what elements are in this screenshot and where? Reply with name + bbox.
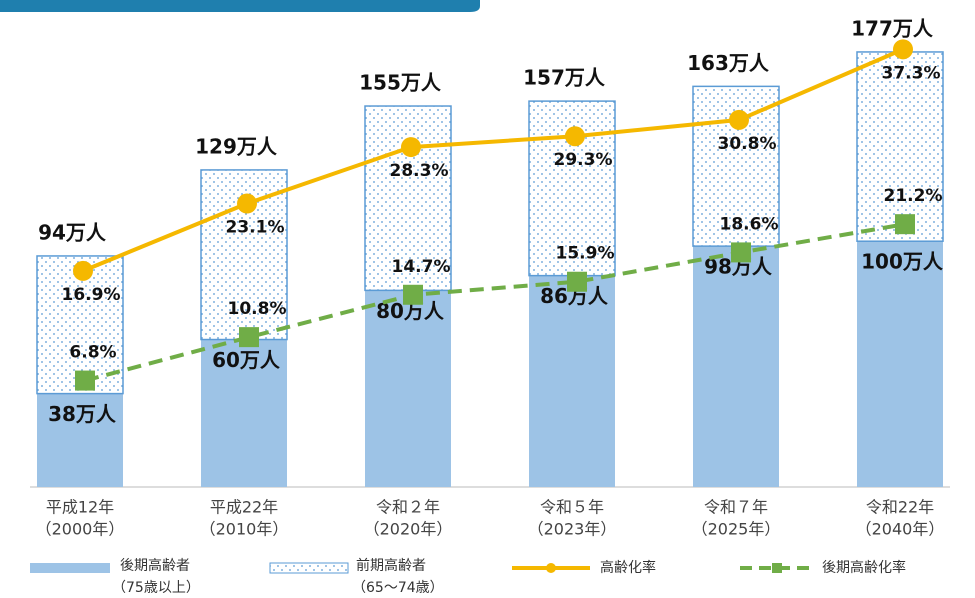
legend-label: （75歳以上） [112, 580, 200, 596]
x-tick-label: 令和22年 [866, 498, 934, 517]
total-label: 157万人 [523, 66, 606, 90]
legend-swatch [546, 563, 556, 573]
x-tick-label: 平成22年 [210, 498, 278, 517]
rate-label: 30.8% [718, 134, 777, 154]
total-label: 163万人 [687, 51, 770, 75]
bar [856, 51, 944, 242]
marker [403, 284, 423, 305]
rate-label: 23.1% [226, 218, 285, 238]
rate-label: 6.8% [69, 343, 116, 363]
rate-label: 14.7% [392, 257, 451, 277]
x-tick-label: 令和２年 [376, 498, 440, 517]
rate-label: 37.3% [882, 63, 941, 83]
marker [401, 137, 421, 158]
value-label: 100万人 [861, 250, 944, 274]
line [84, 222, 906, 383]
marker [73, 260, 93, 281]
legend-swatch [772, 563, 782, 573]
rate-label: 29.3% [554, 150, 613, 170]
rate-label: 18.6% [720, 214, 779, 234]
marker [567, 271, 587, 292]
value-label: 60万人 [212, 348, 281, 372]
x-tick-label: （2023年） [528, 520, 617, 539]
rate-label: 28.3% [390, 161, 449, 181]
bar [857, 241, 943, 487]
x-tick-label: （2000年） [36, 520, 125, 539]
total-label: 94万人 [38, 220, 107, 244]
legend-label: （65～74歳） [352, 580, 444, 596]
line [82, 47, 904, 273]
bar [693, 246, 779, 487]
total-label: 177万人 [851, 16, 934, 40]
x-tick-label: 平成12年 [46, 498, 114, 517]
legend-label: 後期高齢者 [120, 557, 190, 574]
marker [237, 193, 257, 214]
x-tick-label: （2040年） [856, 520, 945, 539]
total-label: 155万人 [359, 71, 442, 95]
marker [729, 109, 749, 130]
bar [365, 290, 451, 487]
bar [37, 393, 123, 487]
legend-label: 後期高齢化率 [822, 559, 906, 576]
x-tick-label: 令和５年 [540, 498, 604, 517]
x-tick-label: （2020年） [364, 520, 453, 539]
total-label: 129万人 [195, 134, 278, 158]
x-tick-label: 令和７年 [704, 498, 768, 517]
marker [239, 327, 259, 348]
header-banner [0, 0, 480, 12]
rate-label: 15.9% [556, 244, 615, 264]
marker [895, 214, 915, 235]
legend-label: 高齢化率 [600, 559, 656, 576]
marker [565, 126, 585, 147]
bar [529, 275, 615, 487]
x-tick-label: （2025年） [692, 520, 781, 539]
legend-swatch [30, 563, 110, 573]
x-tick-label: （2010年） [200, 520, 289, 539]
value-label: 38万人 [48, 402, 117, 426]
rate-label: 16.9% [62, 285, 121, 305]
marker [731, 242, 751, 263]
rate-label: 10.8% [228, 299, 287, 319]
marker [75, 370, 95, 391]
legend-swatch [269, 562, 349, 574]
legend-label: 前期高齢者 [356, 557, 426, 574]
bar [201, 339, 287, 487]
rate-label: 21.2% [884, 186, 943, 206]
marker [893, 39, 913, 60]
